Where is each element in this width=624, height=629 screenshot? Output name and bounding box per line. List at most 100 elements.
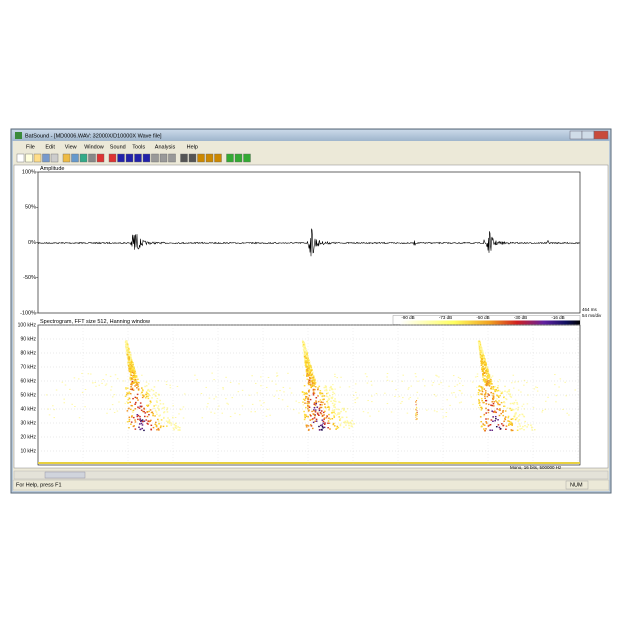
toolbar-button[interactable] xyxy=(151,153,159,163)
spectral-speck xyxy=(135,401,137,404)
spectral-speck xyxy=(109,408,111,410)
spectral-speck xyxy=(136,387,138,389)
spectral-speck xyxy=(81,372,83,374)
spectral-speck xyxy=(137,384,139,386)
spectral-speck xyxy=(477,407,480,409)
toolbar-button[interactable] xyxy=(234,153,243,163)
spectral-speck xyxy=(484,392,487,394)
spectral-speck xyxy=(303,413,306,416)
toolbar-button[interactable] xyxy=(33,153,42,163)
spectral-speck xyxy=(279,390,281,392)
spectral-speck xyxy=(125,387,127,389)
spectral-speck xyxy=(493,389,496,391)
spectral-speck xyxy=(137,389,140,391)
spectral-speck xyxy=(313,407,316,409)
toolbar-button[interactable] xyxy=(88,153,96,163)
spectral-speck xyxy=(480,364,483,367)
toolbar-button[interactable] xyxy=(117,153,125,163)
spectral-speck xyxy=(321,395,324,398)
spectral-speck xyxy=(150,388,153,391)
spectral-speck xyxy=(497,424,500,426)
spectral-speck xyxy=(415,417,417,419)
spectral-speck xyxy=(479,343,482,346)
spectral-speck xyxy=(507,393,510,395)
status-bar xyxy=(12,479,610,491)
spectral-speck xyxy=(459,377,462,379)
spectral-speck xyxy=(323,386,326,389)
toolbar-button[interactable] xyxy=(226,153,234,163)
spectral-speck xyxy=(92,382,94,384)
spectral-speck xyxy=(340,376,342,378)
spectral-speck xyxy=(486,366,488,368)
spectral-speck xyxy=(125,346,128,348)
spectral-speck xyxy=(491,429,494,431)
spectral-speck xyxy=(482,359,484,361)
toolbar-button[interactable] xyxy=(188,153,197,163)
maximize-button[interactable] xyxy=(581,130,595,140)
spectral-speck xyxy=(512,415,515,418)
toolbar-button[interactable] xyxy=(243,153,251,163)
spectral-speck xyxy=(498,426,501,429)
toolbar-button[interactable] xyxy=(71,153,79,163)
spectral-speck xyxy=(483,359,485,361)
spectral-speck xyxy=(313,402,316,404)
spectral-speck xyxy=(485,364,487,367)
spectral-speck xyxy=(194,374,196,376)
spectral-speck xyxy=(129,355,132,358)
spectral-speck xyxy=(305,360,308,362)
toolbar-button[interactable] xyxy=(214,153,222,163)
spectral-speck xyxy=(310,366,313,368)
spectral-speck xyxy=(499,394,501,397)
toolbar-button[interactable] xyxy=(42,153,50,163)
toolbar-button[interactable] xyxy=(96,153,105,163)
spectral-speck xyxy=(554,384,556,386)
spectral-speck xyxy=(497,402,499,404)
scroll-thumb[interactable] xyxy=(44,471,86,479)
close-button[interactable] xyxy=(593,130,609,140)
spectral-speck xyxy=(139,405,142,407)
spectral-speck xyxy=(511,402,514,405)
spectral-speck xyxy=(328,389,331,391)
toolbar-button[interactable] xyxy=(205,153,214,163)
menu-item: Edit xyxy=(45,144,55,150)
spectral-speck xyxy=(308,379,311,382)
toolbar-button[interactable] xyxy=(125,153,134,163)
spectral-speck xyxy=(142,420,144,423)
toolbar-button[interactable] xyxy=(62,153,71,163)
spectral-speck xyxy=(478,389,480,391)
spectral-speck xyxy=(206,406,208,408)
spectral-speck xyxy=(432,382,435,384)
toolbar-button[interactable] xyxy=(180,153,188,163)
toolbar-button[interactable] xyxy=(25,153,33,163)
toolbar-button[interactable] xyxy=(79,153,88,163)
spectral-speck xyxy=(298,402,300,404)
spectral-speck xyxy=(146,392,149,395)
spectral-speck xyxy=(482,366,484,368)
toolbar-button[interactable] xyxy=(142,153,151,163)
horizontal-scrollbar[interactable] xyxy=(13,470,609,480)
spectral-speck xyxy=(486,377,489,380)
toolbar-button[interactable] xyxy=(197,153,205,163)
toolbar-button[interactable] xyxy=(159,153,168,163)
minimize-button[interactable] xyxy=(569,130,583,140)
spectral-speck xyxy=(322,401,324,404)
spectral-speck xyxy=(460,401,463,403)
spectral-speck xyxy=(477,391,480,394)
spectral-speck xyxy=(457,376,460,378)
toolbar-button[interactable] xyxy=(50,153,59,163)
spectral-speck xyxy=(487,370,489,373)
spectral-speck xyxy=(265,415,268,417)
spectral-speck xyxy=(339,417,342,420)
spectral-speck xyxy=(325,388,328,390)
spectral-speck xyxy=(449,404,451,406)
spectral-speck xyxy=(512,387,515,389)
toolbar-button[interactable] xyxy=(108,153,117,163)
spectral-speck xyxy=(271,380,273,382)
spectral-speck xyxy=(146,415,149,418)
toolbar-button[interactable] xyxy=(16,153,25,163)
spectral-speck xyxy=(458,402,461,404)
spectral-speck xyxy=(322,420,325,423)
toolbar-button[interactable] xyxy=(168,153,176,163)
spectral-speck xyxy=(126,345,129,347)
toolbar-button[interactable] xyxy=(134,153,142,163)
